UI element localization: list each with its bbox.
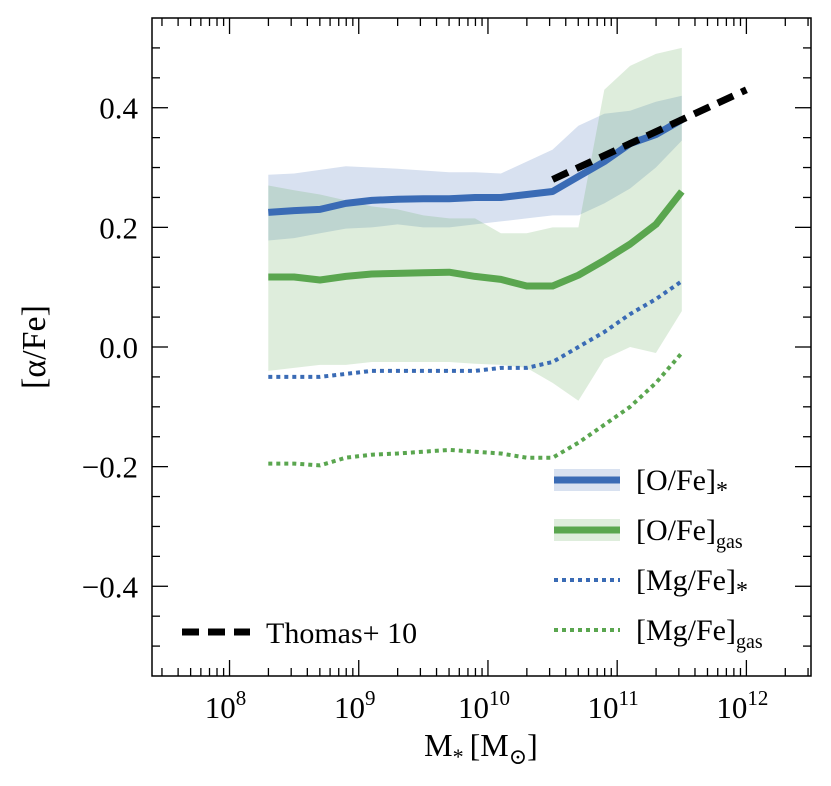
legend-label: [O/Fe]*	[636, 464, 728, 504]
series-line-3	[268, 351, 684, 468]
y-tick-label: −0.2	[82, 450, 138, 485]
y-tick-labels: −0.4 −0.2 0.0 0.2 0.4	[82, 91, 139, 605]
plot-frame	[151, 17, 812, 677]
series-line-2	[268, 279, 683, 379]
legend-label-thomas: Thomas+ 10	[266, 617, 417, 650]
band-1	[268, 47, 682, 401]
legend-label: [Mg/Fe]*	[636, 564, 748, 604]
x-tick-label: 1010	[458, 686, 510, 725]
y-tick-label: 0.2	[99, 210, 138, 245]
legend-thomas: Thomas+ 10	[182, 617, 417, 650]
legend: [O/Fe]* [O/Fe]gas [Mg/Fe]* [Mg/Fe]gas	[554, 464, 763, 653]
series-lines	[268, 86, 748, 468]
x-tick-label: 1012	[716, 686, 768, 725]
y-tick-label: 0.0	[99, 330, 138, 365]
legend-label: [O/Fe]gas	[636, 514, 743, 553]
y-tick-label: 0.4	[99, 91, 138, 126]
y-tick-label: −0.4	[82, 569, 139, 604]
confidence-bands	[268, 47, 682, 401]
series-line-1	[268, 189, 685, 290]
band-0	[268, 95, 682, 241]
series-line-0	[268, 116, 684, 216]
x-axis-label: M* [M⊙]	[424, 727, 538, 769]
x-tick-label: 109	[334, 686, 376, 725]
x-tick-labels: 108 109 1010 1011 1012	[205, 686, 769, 725]
axis-ticks	[152, 18, 811, 676]
legend-label: [Mg/Fe]gas	[636, 614, 763, 653]
series-line-4	[551, 86, 748, 183]
y-axis-label: [α/Fe]	[16, 305, 53, 389]
x-tick-label: 108	[205, 686, 247, 725]
x-tick-label: 1011	[588, 686, 639, 725]
